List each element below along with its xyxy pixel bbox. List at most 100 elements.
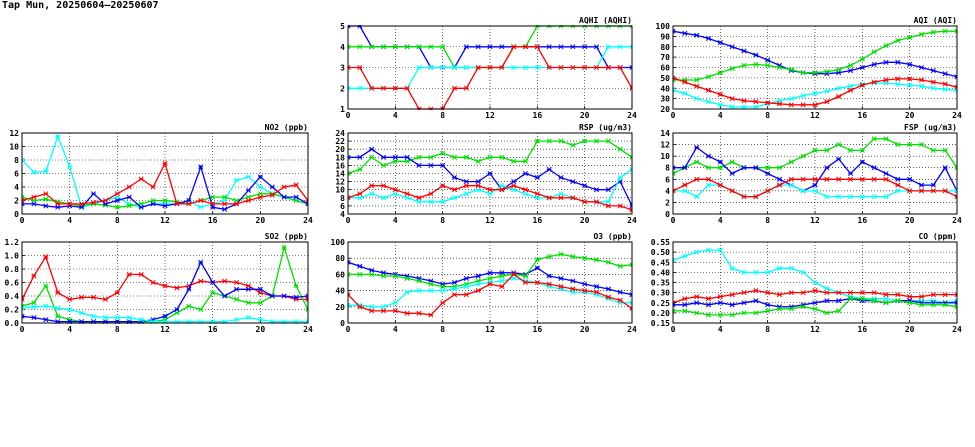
y-tick-label: 80	[660, 43, 670, 52]
y-tick-label: 14	[660, 129, 670, 138]
y-tick-label: 4	[340, 43, 345, 52]
y-tick-label: 40	[335, 287, 345, 296]
y-tick-label: 100	[656, 22, 671, 31]
data-point	[694, 194, 700, 200]
data-point	[546, 281, 552, 287]
data-point	[463, 44, 469, 50]
y-tick-label: 0.35	[651, 279, 670, 288]
data-point	[522, 187, 529, 193]
data-point	[380, 273, 387, 279]
x-tick-label: 16	[208, 216, 218, 225]
co-plot-frame	[672, 241, 958, 324]
data-point	[907, 142, 913, 148]
y-tick-label: 2	[14, 197, 19, 206]
data-point	[812, 182, 818, 188]
data-point	[673, 170, 676, 177]
y-tick-label: 0	[665, 210, 670, 219]
data-point	[348, 292, 351, 298]
y-tick-label: 80	[335, 254, 345, 263]
data-point	[800, 153, 806, 159]
data-point	[222, 194, 228, 200]
data-point	[463, 191, 469, 197]
x-tick-label: 24	[627, 325, 637, 334]
data-point	[534, 64, 540, 71]
data-point	[357, 191, 363, 197]
data-point	[930, 188, 936, 194]
x-tick-label: 4	[393, 325, 398, 334]
o3-title: O3 (ppb)	[593, 232, 632, 241]
y-tick-label: 8	[665, 164, 670, 173]
data-point	[629, 203, 632, 209]
y-tick-label: 1.2	[5, 238, 20, 247]
data-point	[605, 199, 611, 205]
data-point	[102, 296, 108, 302]
y-tick-label: 0.55	[651, 238, 670, 247]
x-tick-label: 0	[346, 216, 351, 225]
no2-title: NO2 (ppb)	[265, 123, 308, 132]
data-point	[582, 255, 588, 261]
data-point	[593, 257, 600, 263]
data-point	[847, 83, 854, 89]
data-point	[233, 296, 240, 302]
data-point	[487, 64, 493, 71]
data-point	[824, 176, 830, 182]
aqhi-plot-frame	[347, 25, 633, 110]
data-point	[245, 174, 251, 180]
data-point	[546, 44, 552, 50]
data-point	[694, 32, 700, 38]
x-tick-label: 0	[20, 216, 25, 225]
data-point	[257, 194, 263, 200]
data-point	[942, 302, 948, 308]
data-point	[558, 251, 564, 257]
data-point	[269, 192, 275, 198]
fsp-series-0	[673, 136, 957, 177]
data-point	[673, 75, 676, 81]
data-point	[954, 28, 957, 34]
data-point	[126, 315, 132, 321]
x-tick-label: 4	[67, 325, 72, 334]
data-point	[918, 182, 925, 188]
data-point	[440, 300, 446, 306]
data-point	[895, 76, 901, 82]
data-point	[174, 285, 180, 291]
data-point	[499, 187, 505, 193]
data-point	[392, 308, 398, 314]
data-point	[293, 283, 299, 289]
data-point	[534, 195, 540, 201]
data-point	[245, 300, 251, 306]
x-tick-label: 20	[905, 325, 915, 334]
data-point	[836, 93, 842, 100]
data-point	[582, 281, 588, 287]
data-point	[210, 290, 216, 296]
data-point	[883, 292, 889, 298]
data-point	[682, 182, 688, 188]
data-point	[22, 305, 25, 311]
data-point	[416, 154, 422, 160]
x-tick-label: 4	[718, 216, 723, 225]
data-point	[717, 312, 723, 318]
data-point	[593, 187, 600, 193]
data-point	[824, 99, 830, 105]
rsp-series-3	[348, 183, 632, 213]
data-point	[126, 203, 132, 209]
data-point	[440, 64, 446, 71]
data-point	[629, 292, 632, 298]
data-point	[428, 199, 434, 205]
data-point	[788, 306, 794, 312]
data-point	[682, 79, 688, 85]
data-point	[428, 64, 434, 71]
data-point	[451, 292, 458, 298]
y-tick-label: 0.2	[5, 306, 20, 315]
data-point	[729, 188, 735, 194]
x-tick-label: 0	[671, 216, 676, 225]
data-point	[499, 183, 505, 189]
aqi-plot-frame	[672, 25, 958, 110]
data-point	[369, 85, 375, 91]
data-point	[629, 166, 632, 173]
data-point	[812, 279, 818, 286]
data-point	[753, 269, 759, 275]
data-point	[522, 44, 529, 50]
data-point	[257, 286, 263, 292]
y-tick-label: 1	[340, 105, 345, 114]
data-point	[257, 317, 263, 323]
